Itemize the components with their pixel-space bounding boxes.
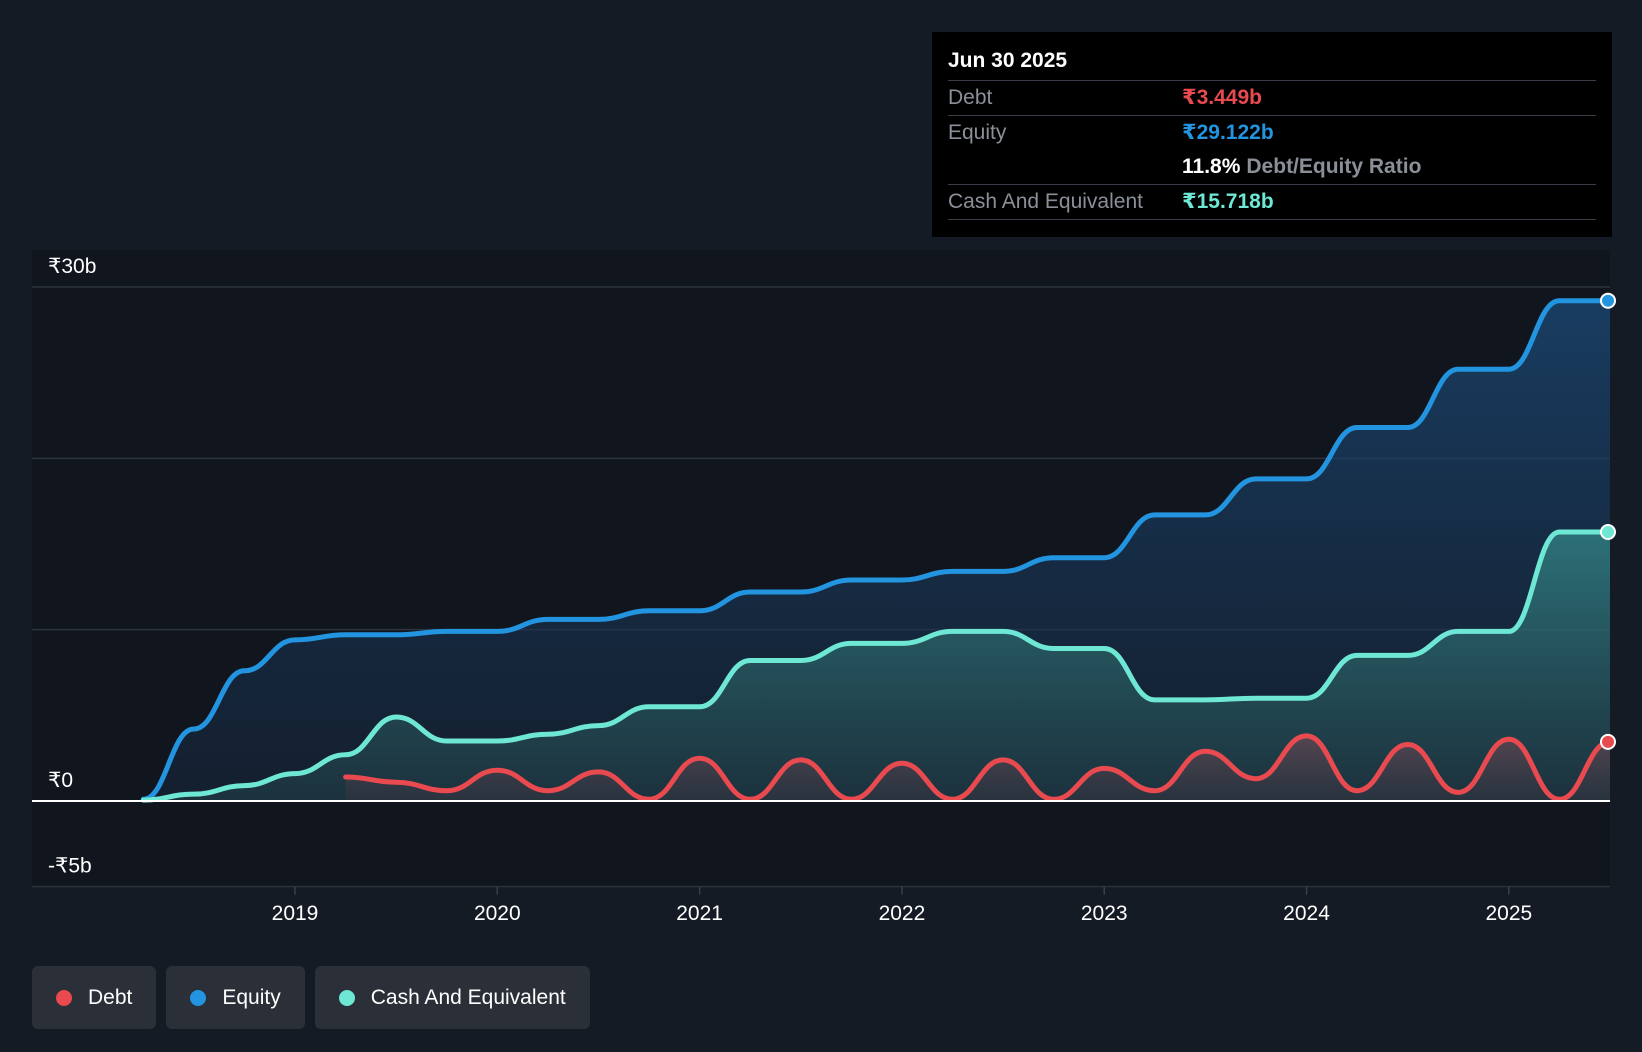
cash-dot-icon [338, 989, 355, 1006]
x-tick-label-2: 2021 [676, 902, 723, 925]
legend-item-equity[interactable]: Equity [166, 966, 305, 1029]
x-tick-label-1: 2020 [474, 902, 521, 925]
legend-item-cash[interactable]: Cash And Equivalent [314, 966, 590, 1029]
y-tick-label-1: ₹0 [48, 769, 73, 792]
x-tick-label-5: 2024 [1283, 902, 1330, 925]
x-tick-label-4: 2023 [1081, 902, 1128, 925]
x-tick-label-0: 2019 [272, 902, 319, 925]
legend-label-equity: Equity [222, 985, 281, 1009]
y-tick-label-2: -₹5b [48, 855, 92, 878]
equity-dot-icon [190, 989, 207, 1006]
tooltip-equity-label: Equity [948, 121, 1007, 144]
tooltip-equity-value: ₹29.122b [1182, 121, 1274, 144]
debt-dot-icon [56, 989, 72, 1006]
debt-area [345, 735, 1611, 801]
tooltip: Jun 30 2025 Debt ₹3.449b Equity ₹29.122b… [932, 32, 1612, 237]
tooltip-cash-label: Cash And Equivalent [948, 190, 1143, 213]
tooltip-debt-label: Debt [948, 86, 993, 109]
cash-line [140, 529, 1613, 803]
debt-line [343, 733, 1613, 802]
tooltip-row-equity: Equity ₹29.122b [948, 116, 1596, 150]
legend-item-debt[interactable]: Debt [32, 966, 157, 1029]
equity-endpoint [1600, 292, 1616, 309]
tooltip-row-cash: Cash And Equivalent ₹15.718b [948, 185, 1596, 220]
tooltip-row-debt: Debt ₹3.449b [948, 81, 1596, 116]
equity-line [140, 298, 1613, 802]
equity-area [143, 300, 1610, 801]
tooltip-ratio-label: Debt/Equity Ratio [1246, 155, 1422, 178]
tooltip-date: Jun 30 2025 [948, 46, 1596, 81]
tooltip-ratio-value: 11.8% [1182, 155, 1241, 178]
x-tick-label-3: 2022 [879, 902, 926, 925]
y-tick-label-0: ₹30b [48, 255, 96, 278]
tooltip-row-ratio: 11.8% Debt/Equity Ratio [948, 150, 1596, 185]
legend: Debt Equity Cash And Equivalent [32, 966, 590, 1029]
tooltip-debt-value: ₹3.449b [1182, 86, 1262, 109]
legend-label-cash: Cash And Equivalent [370, 985, 566, 1009]
tooltip-cash-value: ₹15.718b [1182, 190, 1274, 213]
legend-label-debt: Debt [88, 985, 133, 1009]
debt-endpoint [1600, 733, 1616, 750]
cash-endpoint [1600, 524, 1616, 541]
cash-area [143, 532, 1610, 801]
x-tick-label-6: 2025 [1485, 902, 1532, 925]
